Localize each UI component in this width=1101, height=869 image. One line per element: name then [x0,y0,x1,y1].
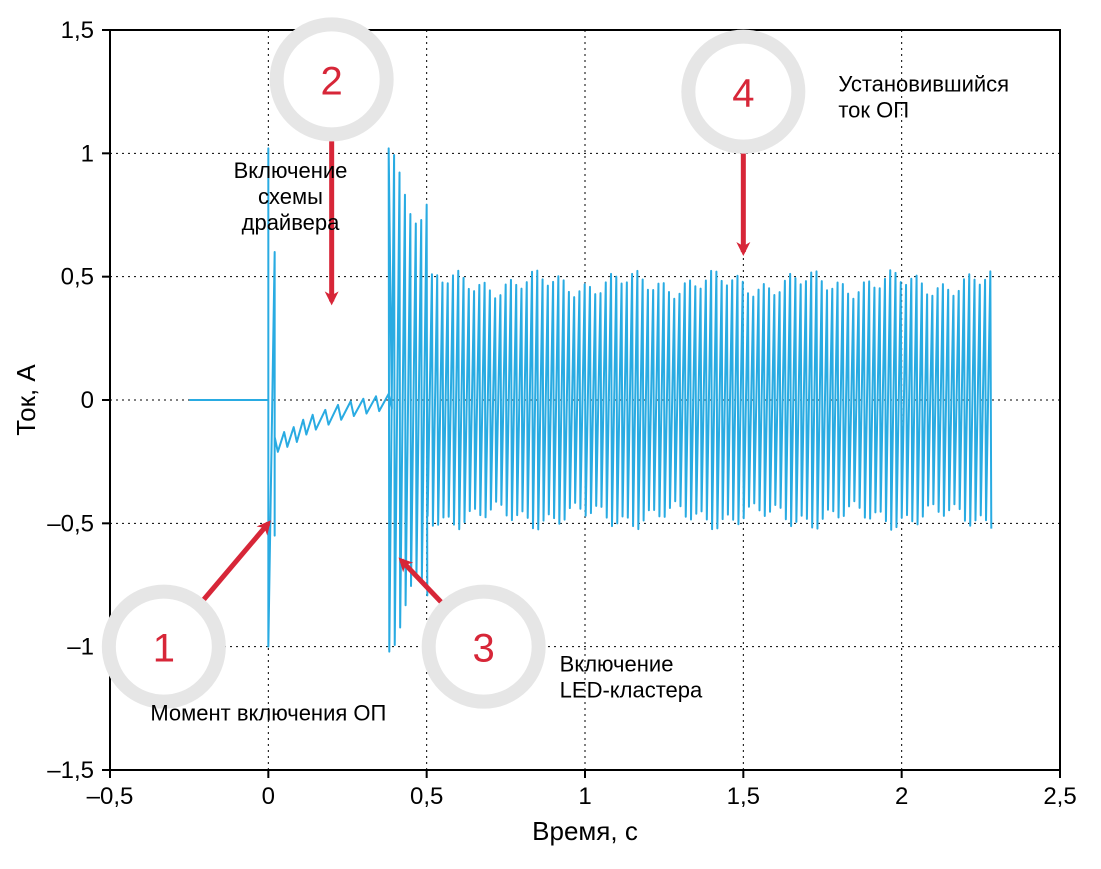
badge-number-3: 3 [473,627,495,671]
xtick-label: –0,5 [87,783,134,810]
xtick-label: 1 [578,783,591,810]
chart-svg: –0,5 0 0,5 1 1,5 2 2,5 –1,5 –1 –0,5 0 0,5 1 1,5 Время,… [0,0,1101,869]
ytick-label: 0,5 [61,264,94,291]
xtick-label: 0,5 [410,783,443,810]
badge-number-4: 4 [732,72,754,116]
ytick-label: –1,5 [47,757,94,784]
ytick-label: 1 [81,140,94,167]
badge-number-2: 2 [321,59,343,103]
current-vs-time-chart: –0,5 0 0,5 1 1,5 2 2,5 –1,5 –1 –0,5 0 0,5 1 1,5 Время,… [0,0,1101,869]
ytick-label: 1,5 [61,17,94,44]
ytick-label: –1 [67,634,94,661]
xtick-label: 0 [262,783,275,810]
y-axis-label: Ток, А [11,364,41,436]
x-axis-label: Время, с [532,816,638,846]
ytick-label: –0,5 [47,510,94,537]
badge-label-1: Момент включения ОП [150,701,386,726]
xtick-label: 1,5 [727,783,760,810]
xtick-label: 2 [895,783,908,810]
xtick-label: 2,5 [1043,783,1076,810]
ytick-label: 0 [81,387,94,414]
badge-number-1: 1 [153,627,175,671]
